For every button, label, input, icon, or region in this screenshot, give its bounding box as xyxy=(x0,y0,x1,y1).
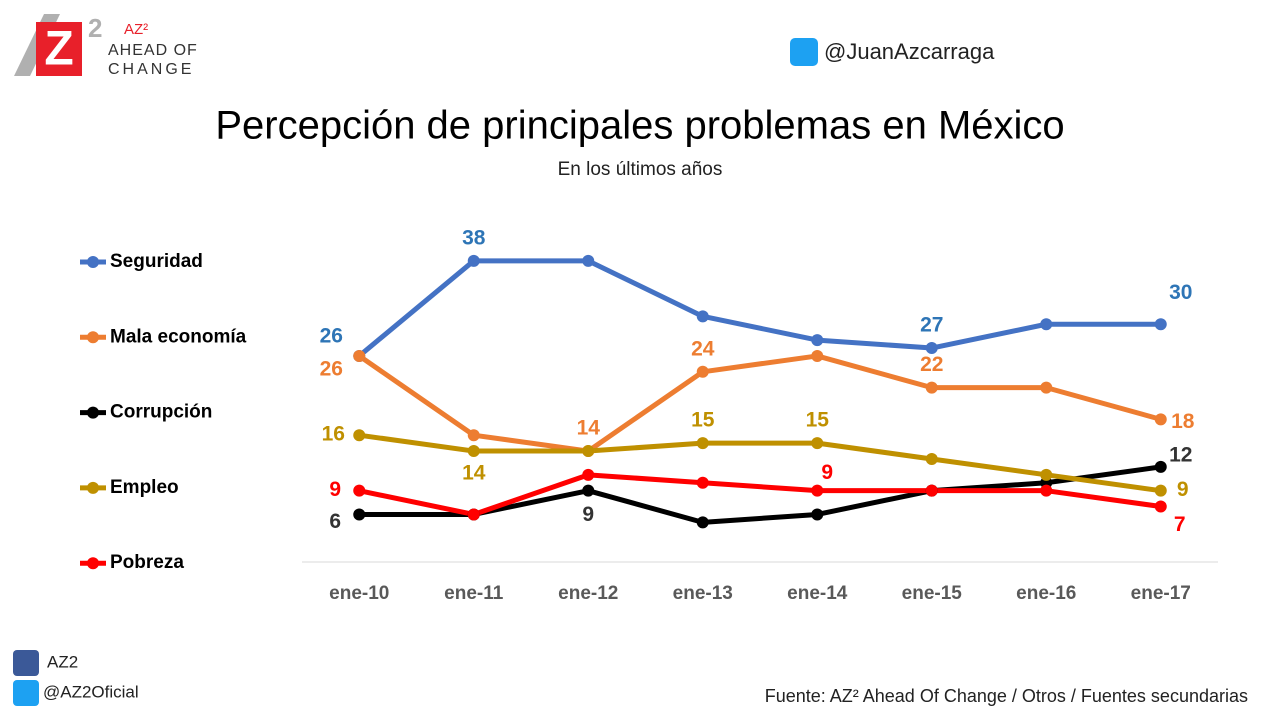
data-label: 12 xyxy=(1169,443,1192,466)
legend-label: Pobreza xyxy=(110,552,184,573)
data-point xyxy=(696,365,709,378)
data-label: 14 xyxy=(462,462,486,485)
x-tick-label: ene-12 xyxy=(558,583,618,604)
data-label: 24 xyxy=(691,337,715,360)
data-point xyxy=(467,429,480,442)
twitter-icon xyxy=(13,680,39,706)
x-tick-label: ene-14 xyxy=(787,583,848,604)
twitter-handle: @JuanAzcarraga xyxy=(824,39,995,64)
data-label: 22 xyxy=(920,353,943,376)
legend-marker xyxy=(87,481,99,494)
data-point xyxy=(353,349,366,362)
facebook-handle: AZ2 xyxy=(47,652,78,671)
series-line xyxy=(357,258,1161,358)
data-point xyxy=(582,484,595,497)
data-label: 9 xyxy=(329,478,341,501)
series-line xyxy=(358,432,1162,494)
data-label: 16 xyxy=(322,423,345,446)
logo: Z 2 xyxy=(14,13,102,76)
data-point xyxy=(925,484,938,497)
data-point xyxy=(696,476,709,489)
data-point xyxy=(467,508,480,521)
data-label: 26 xyxy=(320,324,343,347)
logo-line: CHANGE xyxy=(108,61,194,78)
data-point xyxy=(925,381,938,394)
data-label: 15 xyxy=(806,409,830,432)
svg-text:Z: Z xyxy=(44,23,73,76)
data-label: 14 xyxy=(577,417,601,440)
data-point xyxy=(1040,381,1053,394)
x-tick-label: ene-16 xyxy=(1016,583,1076,604)
chart-title: Percepción de principales problemas en M… xyxy=(215,104,1064,148)
logo-line: AHEAD OF xyxy=(108,42,198,59)
data-point xyxy=(1154,318,1167,331)
data-point xyxy=(696,310,709,323)
legend-label: Seguridad xyxy=(110,251,203,272)
legend-marker xyxy=(87,331,99,344)
data-point xyxy=(353,508,366,521)
data-point xyxy=(1154,413,1167,426)
data-point xyxy=(1154,460,1167,473)
svg-text:2: 2 xyxy=(88,13,102,43)
data-label: 27 xyxy=(920,314,943,337)
data-label: 18 xyxy=(1171,410,1195,433)
data-label: 30 xyxy=(1169,281,1192,304)
data-point xyxy=(582,445,595,458)
twitter-icon xyxy=(790,38,818,66)
source-note: Fuente: AZ² Ahead Of Change / Otros / Fu… xyxy=(765,686,1248,706)
data-label: 26 xyxy=(320,357,343,380)
data-label: 7 xyxy=(1174,513,1186,536)
data-point xyxy=(696,437,709,450)
chart-subtitle: En los últimos años xyxy=(558,159,723,180)
x-tick-label: ene-11 xyxy=(444,583,504,604)
series-line xyxy=(357,353,1162,454)
x-tick-label: ene-15 xyxy=(902,583,963,604)
data-point xyxy=(925,452,938,465)
data-point xyxy=(811,349,824,362)
x-tick-label: ene-10 xyxy=(329,583,389,604)
legend-marker xyxy=(87,406,99,419)
data-point xyxy=(1040,468,1053,481)
logo-mark: AZ² xyxy=(124,21,148,38)
legend-label: Mala economía xyxy=(110,326,247,347)
data-point xyxy=(696,516,709,529)
x-tick-label: ene-17 xyxy=(1131,583,1191,604)
data-point xyxy=(1154,500,1167,513)
data-point xyxy=(467,445,480,458)
legend-marker xyxy=(87,256,99,268)
data-label: 15 xyxy=(691,409,715,432)
series-line xyxy=(358,472,1162,517)
data-label: 9 xyxy=(1177,478,1189,501)
data-point xyxy=(353,429,366,442)
data-point xyxy=(925,342,938,355)
data-point xyxy=(811,508,824,521)
data-label: 38 xyxy=(462,226,486,249)
data-label: 9 xyxy=(582,503,594,526)
legend-label: Corrupción xyxy=(110,402,212,423)
data-point xyxy=(1040,484,1053,497)
data-point xyxy=(811,437,824,450)
data-point xyxy=(353,484,366,497)
data-point xyxy=(811,484,824,497)
legend-marker xyxy=(87,557,99,570)
data-point xyxy=(811,334,824,347)
twitter-handle: @AZ2Oficial xyxy=(43,682,139,701)
data-point xyxy=(582,468,595,481)
data-point xyxy=(582,254,595,267)
data-label: 9 xyxy=(821,461,833,484)
data-label: 6 xyxy=(329,510,341,533)
x-tick-label: ene-13 xyxy=(673,583,733,604)
facebook-icon xyxy=(13,650,39,676)
data-point xyxy=(467,254,480,267)
legend-label: Empleo xyxy=(110,477,179,498)
data-point xyxy=(1154,484,1167,497)
data-point xyxy=(1040,318,1053,331)
